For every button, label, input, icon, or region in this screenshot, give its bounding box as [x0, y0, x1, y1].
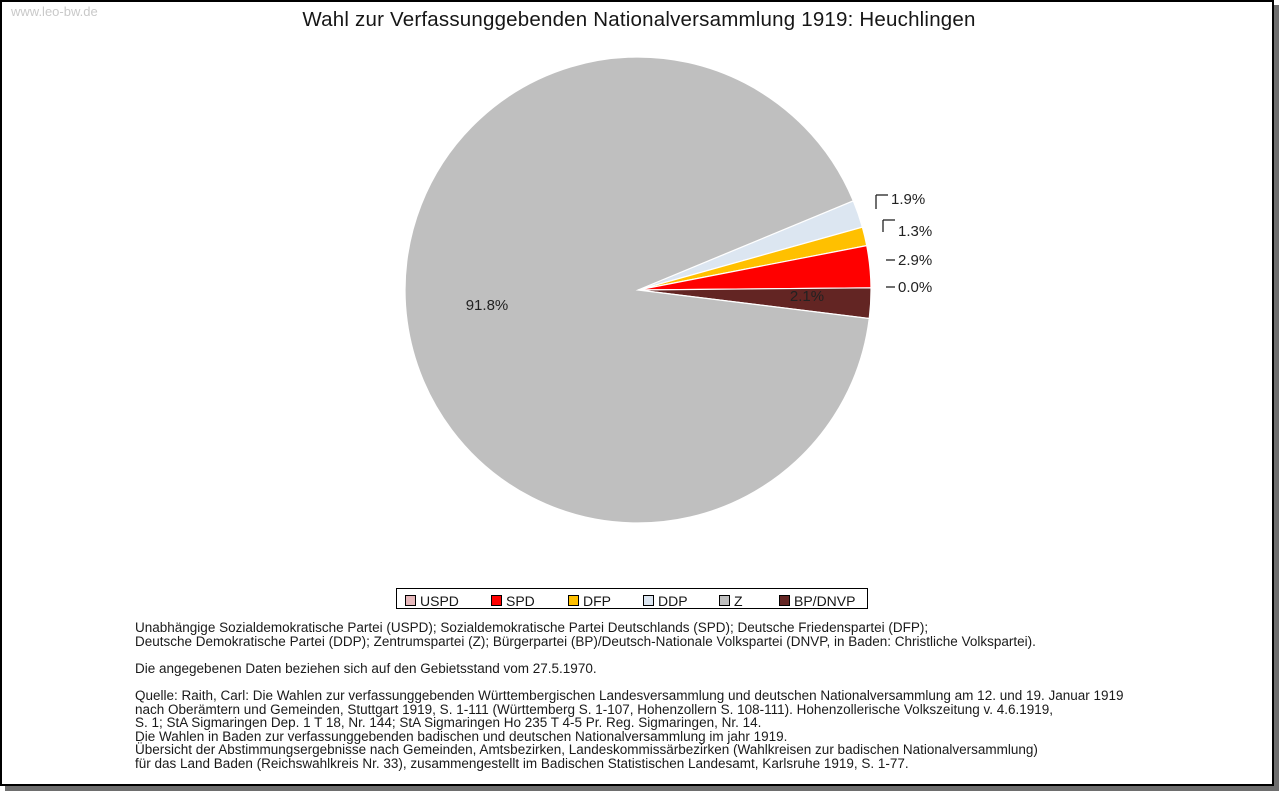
- svg-text:2.9%: 2.9%: [898, 252, 932, 269]
- svg-text:0.0%: 0.0%: [898, 279, 932, 296]
- svg-text:2.1%: 2.1%: [790, 288, 824, 305]
- svg-text:1.9%: 1.9%: [891, 191, 925, 208]
- svg-text:1.3%: 1.3%: [898, 223, 932, 240]
- svg-text:91.8%: 91.8%: [466, 297, 509, 314]
